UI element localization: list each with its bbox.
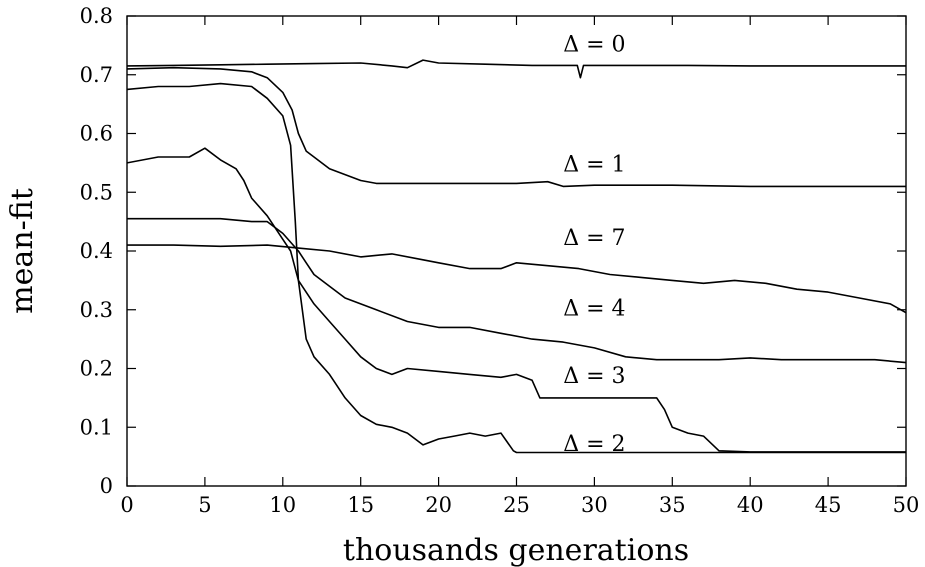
- y-tick-label: 0.4: [80, 239, 113, 263]
- series-lines: [126, 59, 907, 454]
- y-tick-label: 0.3: [80, 298, 113, 322]
- x-axis-ticks: 0 5 10 15 20 25 30 35 40 45 50: [120, 16, 919, 517]
- x-tick-label: 5: [198, 493, 211, 517]
- y-tick-label: 0.2: [80, 357, 113, 381]
- y-tick-label: 0: [100, 474, 113, 498]
- series-line-5: [126, 82, 906, 454]
- series-label-1: Δ = 1: [563, 153, 625, 178]
- series-label-4: Δ = 3: [563, 364, 625, 389]
- y-axis-ticks: 0 0.1 0.2 0.3 0.4 0.5 0.6 0.7 0.8: [80, 4, 906, 498]
- x-axis-label: thousands generations: [343, 533, 689, 567]
- y-tick-label: 0.6: [80, 122, 113, 146]
- x-tick-label: 0: [120, 493, 133, 517]
- y-axis-label: mean-fit: [5, 188, 40, 314]
- x-tick-label: 15: [347, 493, 374, 517]
- series-line-1: [126, 66, 906, 188]
- x-tick-label: 45: [815, 493, 842, 517]
- series-line-0: [126, 59, 906, 79]
- series-line-2: [127, 244, 907, 314]
- series-label-3: Δ = 4: [563, 297, 625, 322]
- series-label-5: Δ = 2: [563, 432, 625, 457]
- x-tick-label: 50: [893, 493, 920, 517]
- x-tick-label: 35: [659, 493, 686, 517]
- y-tick-label: 0.1: [80, 415, 113, 439]
- x-tick-label: 30: [581, 493, 608, 517]
- series-line-3: [127, 217, 907, 364]
- x-tick-label: 20: [425, 493, 452, 517]
- y-tick-label: 0.7: [80, 63, 113, 87]
- y-tick-label: 0.8: [80, 4, 113, 28]
- x-tick-label: 10: [269, 493, 296, 517]
- x-tick-label: 40: [737, 493, 764, 517]
- series-line-4: [126, 147, 906, 453]
- x-tick-label: 25: [503, 493, 530, 517]
- y-tick-label: 0.5: [80, 180, 113, 204]
- series-labels: Δ = 0 Δ = 1 Δ = 7 Δ = 4 Δ = 3 Δ = 2: [563, 32, 625, 457]
- series-label-0: Δ = 0: [563, 32, 625, 57]
- series-label-2: Δ = 7: [563, 226, 625, 251]
